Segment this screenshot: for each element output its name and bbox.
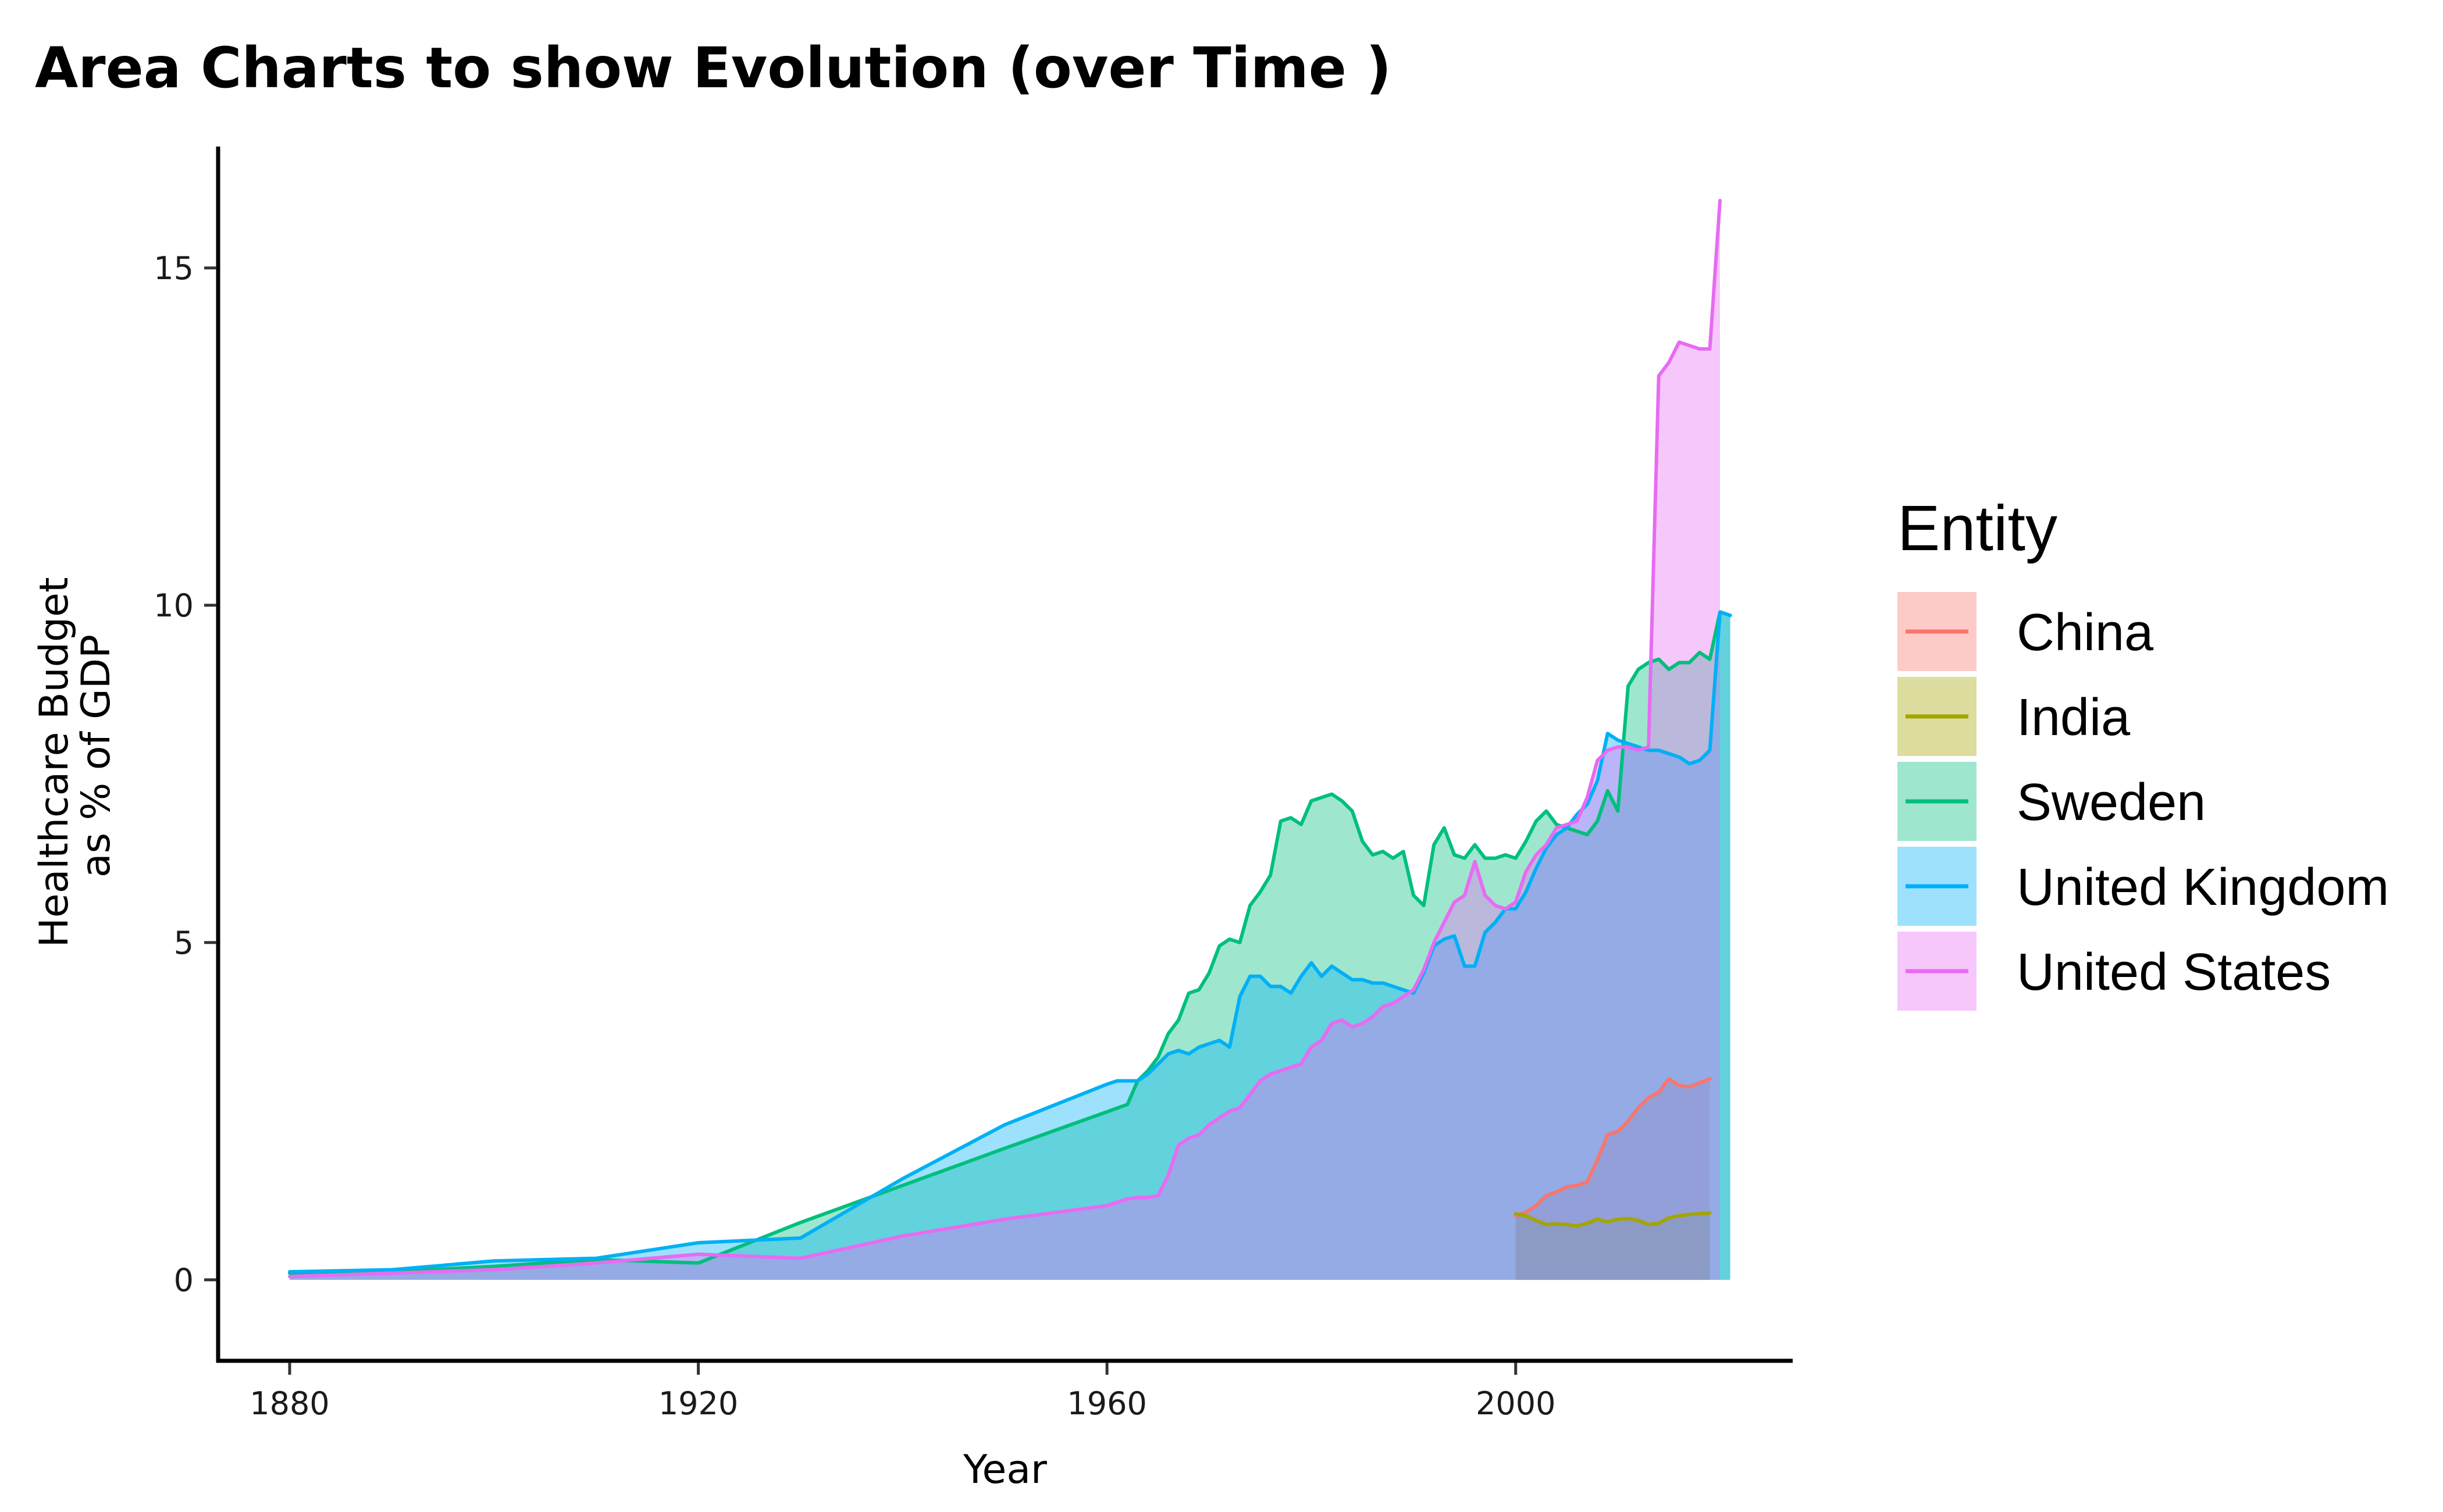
- area-sweden: [290, 612, 1730, 1280]
- x-ticks: 1880 1920 1960 2000: [250, 1363, 1555, 1422]
- x-tick-label: 2000: [1476, 1385, 1555, 1422]
- y-tick-label: 5: [174, 925, 194, 961]
- line-india: [1513, 1211, 1712, 1228]
- area-china: [1515, 1079, 1710, 1280]
- legend-label-china: China: [2017, 604, 2154, 662]
- x-tick-label: 1960: [1067, 1385, 1146, 1422]
- legend-label-india: India: [2017, 689, 2131, 747]
- legend-label-sweden: Sweden: [2017, 773, 2206, 832]
- y-tick-label: 15: [154, 250, 194, 287]
- chart-title: Area Charts to show Evolution (over Time…: [35, 35, 1391, 101]
- axes: [216, 147, 1793, 1363]
- y-axis-title-line-2: as % of GDP: [73, 634, 119, 878]
- y-tick-label: 0: [174, 1262, 194, 1299]
- legend-label-united-kingdom: United Kingdom: [2017, 858, 2389, 917]
- plot-lines: [288, 198, 1732, 1278]
- legend-item-sweden: Sweden: [1897, 762, 2206, 841]
- y-axis-title: Healthcare Budget as % of GDP: [31, 565, 119, 947]
- legend-item-united-kingdom: United Kingdom: [1897, 847, 2389, 926]
- y-tick-label: 10: [154, 587, 194, 624]
- legend-items: China India Sweden United Kingdom United Sta…: [1897, 592, 2389, 1011]
- legend-item-china: China: [1897, 592, 2154, 671]
- legend-title: Entity: [1897, 493, 2057, 564]
- legend-item-india: India: [1897, 677, 2131, 756]
- line-united-states: [288, 198, 1722, 1278]
- legend: Entity China India Sweden United Kingdom Uni…: [1897, 493, 2389, 1011]
- line-united-kingdom: [288, 610, 1732, 1274]
- y-ticks: 0 5 10 15: [154, 250, 216, 1299]
- plot-areas: [290, 200, 1730, 1280]
- area-united-kingdom: [290, 612, 1730, 1280]
- x-tick-label: 1880: [250, 1385, 329, 1422]
- line-sweden: [288, 610, 1732, 1275]
- x-tick-label: 1920: [658, 1385, 738, 1422]
- line-china: [1513, 1077, 1712, 1218]
- legend-item-united-states: United States: [1897, 932, 2331, 1011]
- area-india: [1515, 1213, 1710, 1280]
- x-axis-title: Year: [963, 1447, 1047, 1493]
- y-axis-title-line-1: Healthcare Budget: [31, 577, 77, 947]
- area-united-states: [290, 200, 1720, 1280]
- legend-label-united-states: United States: [2017, 943, 2331, 1001]
